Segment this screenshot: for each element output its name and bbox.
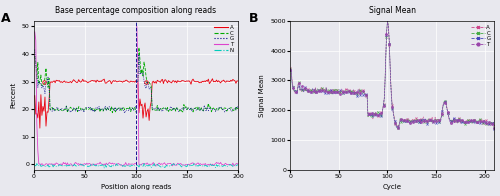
Legend: A, C, G, T, N: A, C, G, T, N bbox=[213, 24, 235, 54]
Y-axis label: Percent: Percent bbox=[10, 82, 16, 108]
Text: A: A bbox=[1, 12, 11, 25]
Y-axis label: Signal Mean: Signal Mean bbox=[259, 74, 265, 117]
Title: Signal Mean: Signal Mean bbox=[369, 5, 416, 15]
Text: B: B bbox=[250, 12, 259, 25]
Legend: A, C, G, T: A, C, G, T bbox=[470, 24, 492, 48]
X-axis label: Cycle: Cycle bbox=[383, 184, 402, 191]
Title: Base percentage composition along reads: Base percentage composition along reads bbox=[56, 5, 216, 15]
X-axis label: Position along reads: Position along reads bbox=[100, 184, 171, 191]
